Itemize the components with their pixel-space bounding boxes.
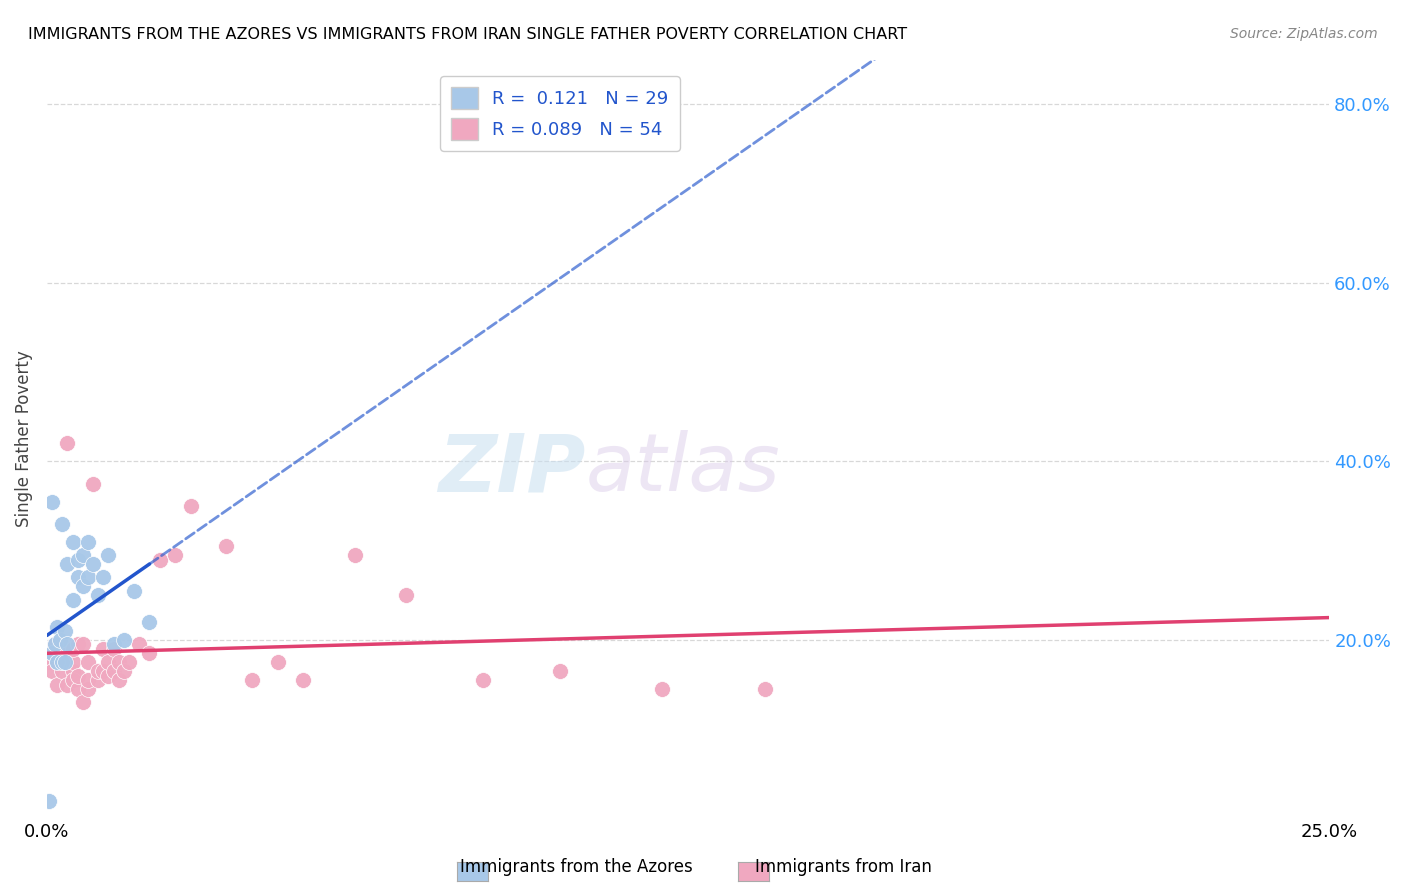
- Point: [51, 655, 73, 669]
- Point: [103, 664, 125, 678]
- Point: [97, 548, 120, 562]
- Point: [51, 516, 73, 531]
- Text: ZIP: ZIP: [439, 430, 585, 508]
- Point: [62, 641, 84, 656]
- Point: [77, 681, 100, 696]
- Point: [56, 655, 79, 669]
- Point: [46, 655, 69, 669]
- Point: [107, 655, 129, 669]
- Text: Immigrants from Iran: Immigrants from Iran: [755, 858, 932, 876]
- Point: [48, 632, 70, 647]
- Point: [51, 637, 73, 651]
- Point: [77, 534, 100, 549]
- Point: [138, 646, 160, 660]
- Point: [112, 632, 135, 647]
- Point: [53, 655, 76, 669]
- Point: [62, 592, 84, 607]
- Point: [395, 588, 418, 602]
- Point: [44, 637, 66, 651]
- Text: Immigrants from the Azores: Immigrants from the Azores: [460, 858, 693, 876]
- Point: [66, 668, 89, 682]
- Point: [138, 615, 160, 629]
- Point: [72, 548, 94, 562]
- Point: [53, 624, 76, 638]
- Point: [41, 664, 63, 678]
- Point: [91, 664, 114, 678]
- Point: [91, 570, 114, 584]
- Point: [66, 552, 89, 566]
- Point: [343, 548, 366, 562]
- Point: [62, 534, 84, 549]
- Point: [41, 646, 63, 660]
- Point: [53, 655, 76, 669]
- Point: [51, 655, 73, 669]
- Point: [72, 695, 94, 709]
- Point: [548, 664, 571, 678]
- Point: [82, 557, 104, 571]
- Point: [77, 570, 100, 584]
- Point: [62, 655, 84, 669]
- Point: [87, 673, 110, 687]
- Text: IMMIGRANTS FROM THE AZORES VS IMMIGRANTS FROM IRAN SINGLE FATHER POVERTY CORRELA: IMMIGRANTS FROM THE AZORES VS IMMIGRANTS…: [28, 27, 907, 42]
- Point: [38, 655, 60, 669]
- Point: [48, 637, 70, 651]
- Point: [72, 579, 94, 593]
- Point: [56, 557, 79, 571]
- Point: [41, 494, 63, 508]
- Point: [112, 664, 135, 678]
- Point: [118, 655, 141, 669]
- Point: [77, 655, 100, 669]
- Point: [103, 637, 125, 651]
- Point: [56, 677, 79, 691]
- Point: [51, 664, 73, 678]
- Point: [44, 637, 66, 651]
- Point: [72, 637, 94, 651]
- Point: [82, 476, 104, 491]
- Point: [149, 552, 172, 566]
- Text: atlas: atlas: [585, 430, 780, 508]
- Point: [215, 539, 238, 553]
- Point: [240, 673, 263, 687]
- Point: [87, 588, 110, 602]
- Point: [97, 668, 120, 682]
- Point: [267, 655, 290, 669]
- Point: [66, 681, 89, 696]
- Y-axis label: Single Father Poverty: Single Father Poverty: [15, 351, 32, 527]
- Text: Source: ZipAtlas.com: Source: ZipAtlas.com: [1230, 27, 1378, 41]
- Point: [165, 548, 187, 562]
- Point: [122, 583, 145, 598]
- Legend: R =  0.121   N = 29, R = 0.089   N = 54: R = 0.121 N = 29, R = 0.089 N = 54: [440, 76, 679, 151]
- Point: [292, 673, 315, 687]
- Point: [77, 673, 100, 687]
- Point: [87, 664, 110, 678]
- Point: [62, 673, 84, 687]
- Point: [62, 664, 84, 678]
- Point: [46, 619, 69, 633]
- Point: [471, 673, 494, 687]
- Point: [651, 681, 673, 696]
- Point: [56, 637, 79, 651]
- Point: [103, 641, 125, 656]
- Point: [180, 499, 202, 513]
- Point: [46, 655, 69, 669]
- Point: [56, 436, 79, 450]
- Point: [46, 677, 69, 691]
- Point: [107, 673, 129, 687]
- Point: [41, 646, 63, 660]
- Point: [91, 641, 114, 656]
- Point: [97, 655, 120, 669]
- Point: [66, 570, 89, 584]
- Point: [66, 637, 89, 651]
- Point: [38, 794, 60, 808]
- Point: [754, 681, 776, 696]
- Point: [128, 637, 150, 651]
